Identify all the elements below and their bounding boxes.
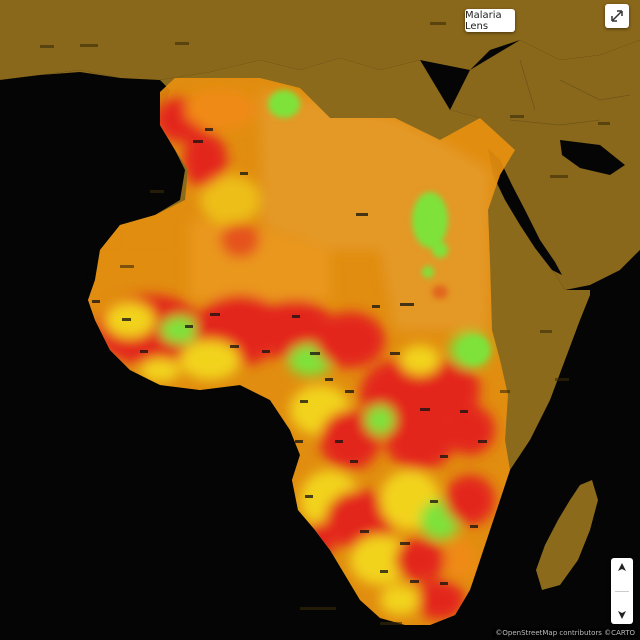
layer-toggle-button[interactable]: Malaria Lens [465, 9, 515, 32]
persian-gulf [560, 140, 625, 175]
place-labels [92, 128, 487, 585]
layer-toggle-label: Malaria Lens [465, 9, 502, 32]
middle-east-land [450, 40, 640, 290]
atlantic-cut [0, 72, 360, 640]
zoom-out-icon[interactable] [615, 606, 629, 620]
expand-icon [611, 10, 623, 22]
zoom-control [611, 558, 633, 624]
zoom-in-icon[interactable] [615, 562, 629, 576]
madagascar [536, 480, 598, 590]
fullscreen-button[interactable] [605, 4, 629, 28]
zoom-separator [615, 590, 629, 592]
land-labels [40, 22, 610, 625]
indian-ocean-cut [440, 250, 640, 640]
map-attribution[interactable]: ©OpenStreetMap contributors ©CARTO [492, 628, 638, 638]
red-sea [488, 148, 562, 275]
